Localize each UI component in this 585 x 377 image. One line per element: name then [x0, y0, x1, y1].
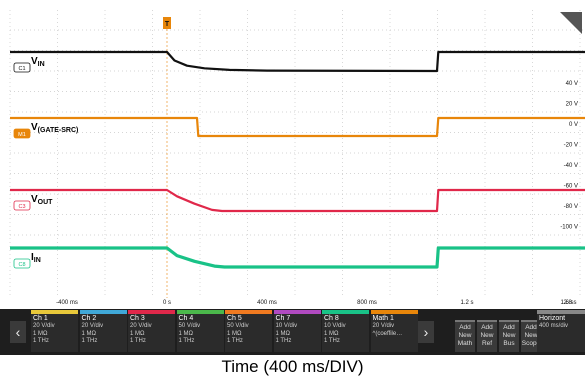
trace-label-m1: V(GATE-SRC) — [31, 122, 78, 134]
channel-title: Ch 8 — [324, 315, 339, 322]
horizontal-scale: 400 ms/div — [539, 323, 569, 329]
channel-imp: ^(coeffile… — [372, 330, 403, 337]
channel-imp: 1 MΩ — [324, 330, 339, 337]
y-tick-label: 40 V — [566, 81, 578, 87]
y-tick-label: -40 V — [564, 163, 578, 169]
channel-title: Ch 1 — [33, 315, 48, 322]
add-new-button-ref[interactable]: Add New Ref — [477, 320, 497, 352]
add-button-text: New — [524, 332, 538, 339]
add-new-button-math[interactable]: Add New Math — [455, 320, 475, 352]
trace-label-c3: VOUT — [31, 194, 53, 206]
channel-badge-c8 — [13, 258, 31, 269]
channel-scale: 50 V/div — [227, 323, 249, 329]
channel-imp: 1 MΩ — [178, 330, 194, 337]
horizontal-settings-button[interactable]: Horizont 400 ms/div — [537, 310, 585, 352]
add-button-text: Bus — [503, 340, 515, 347]
y-tick-label: -60 V — [564, 184, 578, 190]
channel-scale: 20 V/div — [372, 323, 395, 329]
channel-bw: 1 THz — [178, 338, 195, 344]
scroll-left-button[interactable]: ‹ — [10, 321, 26, 343]
channel-badge-c3 — [13, 200, 31, 211]
channel-bw: 1 THz — [33, 338, 49, 344]
add-button-text: New — [480, 332, 494, 339]
channel-badge-text: C3 — [18, 204, 25, 210]
channel-imp: 1 MΩ — [81, 330, 97, 337]
channel-button-8[interactable]: Math 1 20 V/div ^(coeffile… — [370, 310, 418, 352]
y-tick-label: 0 V — [569, 122, 578, 128]
channel-bw: 1 THz — [227, 338, 243, 344]
add-button-text: New — [502, 332, 516, 339]
channel-bw: 1 THz — [130, 338, 146, 344]
channel-imp: 1 MΩ — [33, 330, 48, 337]
scroll-right-button[interactable]: › — [418, 321, 434, 343]
trace-label-c1: VIN — [31, 56, 45, 68]
channel-badge-c1 — [13, 62, 31, 73]
channel-badge-text: C8 — [18, 262, 25, 268]
channel-button-6[interactable]: Ch 7 10 V/div 1 MΩ 1 THz — [273, 310, 321, 352]
channel-scale: 20 V/div — [33, 323, 55, 329]
y-tick-label: 20 V — [566, 102, 578, 108]
channel-badge-text: C1 — [18, 66, 25, 72]
channel-button-3[interactable]: Ch 3 20 V/div 1 MΩ 1 THz — [128, 310, 175, 352]
channel-title: Ch 5 — [227, 315, 242, 322]
x-tick-label: 800 ms — [357, 300, 377, 306]
channel-button-4[interactable]: Ch 4 50 V/div 1 MΩ 1 THz — [176, 310, 224, 352]
channel-button-2[interactable]: Ch 2 20 V/div 1 MΩ 1 THz — [79, 310, 127, 352]
channel-imp: 1 MΩ — [275, 330, 291, 337]
channel-title: Ch 2 — [81, 315, 97, 322]
add-new-button-scope[interactable]: Add New Scope — [521, 320, 541, 352]
channel-title: Ch 4 — [178, 315, 194, 322]
channel-button-5[interactable]: Ch 5 50 V/div 1 MΩ 1 THz — [225, 310, 272, 352]
channel-bw: 1 THz — [81, 338, 98, 344]
x-tick-label: 1.2 s — [460, 300, 473, 306]
y-tick-label: -20 V — [564, 143, 578, 149]
horizontal-title: Horizont — [539, 315, 566, 322]
channel-imp: 1 MΩ — [227, 330, 242, 337]
add-button-text: Ref — [481, 340, 493, 347]
channel-scale: 50 V/div — [178, 323, 201, 329]
channel-imp: 1 MΩ — [130, 330, 145, 337]
add-new-button-bus[interactable]: Add New Bus — [499, 320, 519, 352]
trace-c3 — [10, 188, 585, 213]
corner-zoom-icon — [560, 12, 582, 34]
trace-m1 — [10, 116, 585, 138]
x-axis-caption: Time (400 ms/DIV) — [221, 357, 364, 376]
x-tick-label: 2.8 s — [563, 300, 576, 306]
x-tick-label: -400 ms — [56, 300, 78, 306]
add-button-text: Math — [457, 340, 473, 347]
channel-scale: 10 V/div — [275, 323, 298, 329]
channel-button-7[interactable]: Ch 8 10 V/div 1 MΩ 1 THz — [322, 310, 369, 352]
channel-bw: 1 THz — [275, 338, 292, 344]
channel-badge-text: M1 — [18, 132, 26, 138]
channel-bw: 1 THz — [324, 338, 340, 344]
y-tick-label: -80 V — [564, 204, 578, 210]
add-button-text: Scope — [521, 340, 541, 347]
trace-c1 — [10, 50, 585, 73]
channel-title: Math 1 — [372, 315, 394, 322]
y-tick-label: -100 V — [560, 225, 578, 231]
channel-title: Ch 3 — [130, 315, 145, 322]
x-tick-label: 0 s — [163, 300, 171, 306]
trace-c8 — [10, 246, 585, 269]
add-button-text: Add — [481, 324, 493, 331]
add-button-text: New — [458, 332, 472, 339]
add-button-text: Add — [525, 324, 537, 331]
channel-scale: 20 V/div — [81, 323, 104, 329]
channel-button-1[interactable]: Ch 1 20 V/div 1 MΩ 1 THz — [31, 310, 78, 352]
trace-label-c8: IIN — [31, 252, 41, 264]
channel-scale: 20 V/div — [130, 323, 152, 329]
plot-area — [10, 10, 585, 298]
trigger-marker — [163, 17, 171, 29]
channel-badge-m1 — [13, 128, 31, 139]
add-button-text: Add — [459, 324, 471, 331]
channel-title: Ch 7 — [275, 315, 291, 322]
channel-scale: 10 V/div — [324, 323, 346, 329]
x-tick-label: 1.6 s — [560, 300, 573, 306]
trigger-label: T — [165, 21, 170, 28]
add-button-text: Add — [503, 324, 515, 331]
x-tick-label: 400 ms — [257, 300, 277, 306]
